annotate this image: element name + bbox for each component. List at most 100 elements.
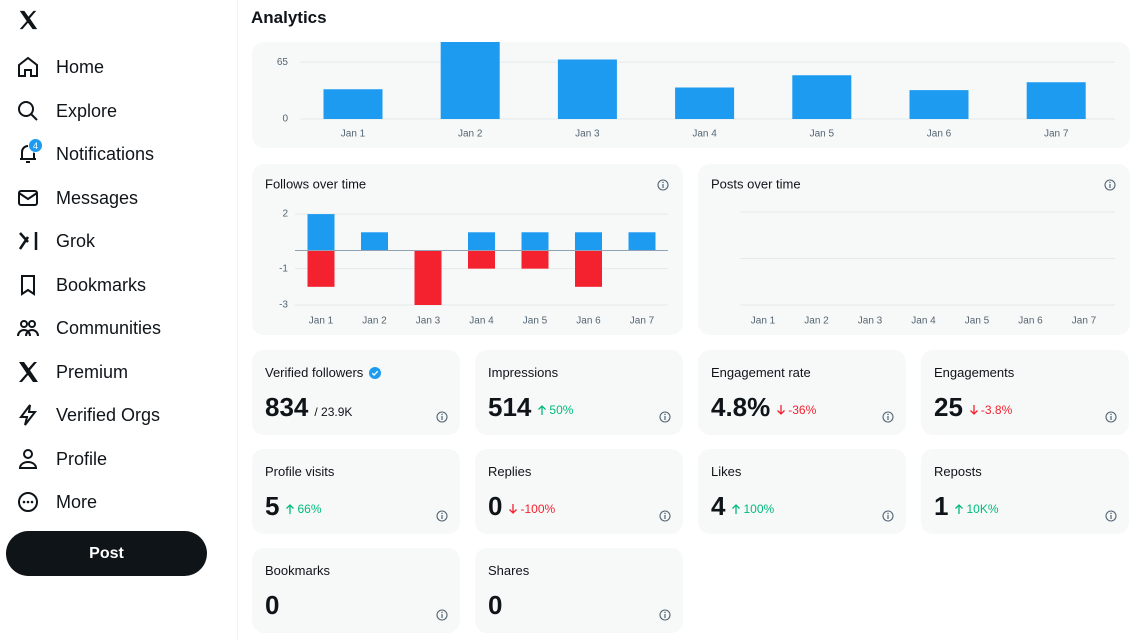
nav-item[interactable]: Communities <box>16 316 161 340</box>
stat-value: 25 <box>934 392 963 422</box>
y-tick-label: -1 <box>279 263 288 274</box>
stat-label-row: Reposts <box>934 464 982 479</box>
post-button[interactable]: Post <box>6 531 207 576</box>
bar <box>575 250 602 287</box>
x-tick-label: Jan 2 <box>458 129 483 140</box>
stat-label: Engagement rate <box>711 365 811 380</box>
x-tick-label: Jan 4 <box>692 129 717 140</box>
bar <box>468 232 495 251</box>
bar <box>557 59 617 119</box>
info-icon[interactable] <box>436 609 448 621</box>
x-tick-label: Jan 3 <box>416 316 441 327</box>
x-tick-label: Jan 7 <box>1044 129 1069 140</box>
nav-label: Messages <box>56 187 139 208</box>
stat-value: 0 <box>488 590 503 620</box>
stat-label-row: Verified followers <box>265 365 382 380</box>
stat-value-row: 834 / 23.9K <box>265 392 352 423</box>
nav-icon <box>18 56 38 77</box>
x-tick-label: Jan 6 <box>576 316 601 327</box>
arrow-up <box>538 405 547 415</box>
stat-value: 4 <box>711 491 726 521</box>
nav-item[interactable]: Explore <box>16 99 117 123</box>
stat-change-value: 50% <box>549 403 574 417</box>
bar <box>468 250 495 269</box>
x-tick-label: Jan 3 <box>858 316 883 327</box>
bar <box>323 89 383 119</box>
x-tick-label: Jan 5 <box>965 316 990 327</box>
stat-change: 50% <box>537 403 573 417</box>
nav-item[interactable]: Verified Orgs <box>16 403 160 427</box>
x-tick-label: Jan 4 <box>911 316 936 327</box>
info-icon[interactable] <box>882 510 894 522</box>
nav-item[interactable]: Bookmarks <box>16 273 146 297</box>
stat-value-row: 25 -3.8% <box>934 392 1012 423</box>
stat-value-row: 0 <box>265 590 279 621</box>
stat-value: 5 <box>265 491 280 521</box>
bar <box>628 232 656 251</box>
bar <box>307 250 335 287</box>
x-tick-label: Jan 7 <box>630 316 655 327</box>
info-icon[interactable] <box>659 411 671 423</box>
nav-item[interactable]: Home <box>16 55 104 79</box>
stat-value: 1 <box>934 491 949 521</box>
nav-icon <box>21 275 35 296</box>
stat-value-row: 5 66% <box>265 491 322 522</box>
stat-label: Engagements <box>934 365 1015 380</box>
x-tick-label: Jan 4 <box>469 316 494 327</box>
stat-label: Shares <box>488 563 530 578</box>
arrow-up <box>955 504 964 514</box>
x-logo[interactable] <box>17 9 39 31</box>
bar <box>675 87 735 119</box>
stat-value: 834 <box>265 392 309 422</box>
stat-change: 66% <box>285 502 322 516</box>
stat-label: Impressions <box>488 365 559 380</box>
stat-change: -36% <box>776 403 816 417</box>
stat-value: 0 <box>488 491 503 521</box>
bar <box>307 214 335 251</box>
nav-label: Profile <box>56 448 108 469</box>
x-tick-label: Jan 2 <box>362 316 387 327</box>
bar <box>440 42 500 119</box>
nav-item[interactable]: 4 Notifications <box>16 138 154 166</box>
stat-label-row: Replies <box>488 464 531 479</box>
stat-change-value: 100% <box>743 502 775 516</box>
x-tick-label: Jan 6 <box>927 129 952 140</box>
info-icon[interactable] <box>659 510 671 522</box>
nav-item[interactable]: Grok <box>16 229 95 253</box>
nav-item[interactable]: Messages <box>16 186 138 210</box>
chart-title: Follows over time <box>265 176 366 191</box>
info-icon[interactable] <box>1105 510 1117 522</box>
stat-label: Likes <box>711 464 742 479</box>
info-icon[interactable] <box>882 411 894 423</box>
x-tick-label: Jan 1 <box>751 316 776 327</box>
info-icon <box>1104 179 1116 191</box>
info-icon[interactable] <box>436 411 448 423</box>
y-tick-label: 2 <box>282 209 288 220</box>
info-icon[interactable] <box>436 510 448 522</box>
stat-card: Impressions 514 50% <box>475 350 683 435</box>
stat-card: Likes 4 100% <box>698 449 906 534</box>
info-icon[interactable] <box>659 609 671 621</box>
bar <box>1026 82 1086 119</box>
nav-icon <box>18 101 38 121</box>
stat-card: Shares 0 <box>475 548 683 633</box>
stat-value-row: 4.8% -36% <box>711 392 816 423</box>
stat-label: Bookmarks <box>265 563 331 578</box>
stat-value-row: 1 10K% <box>934 491 999 522</box>
stat-card: Verified followers 834 / 23.9K <box>252 350 460 435</box>
nav-item[interactable]: Premium <box>16 360 128 384</box>
nav-item[interactable]: Profile <box>16 447 107 471</box>
info-icon[interactable] <box>1105 411 1117 423</box>
nav-icon <box>18 492 38 512</box>
nav-icon <box>18 190 38 206</box>
nav-label: Notifications <box>56 143 155 164</box>
bar <box>521 232 549 251</box>
stat-change-value: -100% <box>520 502 556 516</box>
arrow-down <box>509 504 518 514</box>
y-tick-label: 65 <box>277 57 289 68</box>
y-tick-label: -3 <box>279 300 288 311</box>
stat-label-row: Profile visits <box>265 464 334 479</box>
stat-change: -3.8% <box>969 403 1012 417</box>
nav-item[interactable]: More <box>16 490 97 514</box>
